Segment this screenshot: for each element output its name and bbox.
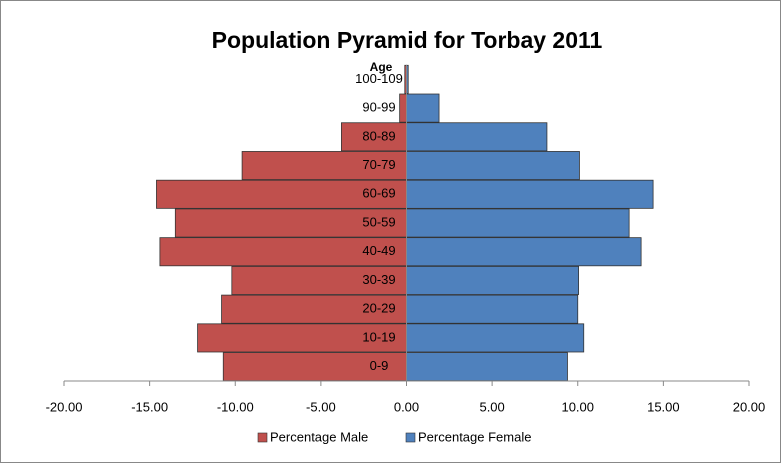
x-tick-label: 15.00: [647, 399, 680, 414]
category-label: 10-19: [362, 329, 395, 344]
x-tick-label: 0.00: [394, 399, 419, 414]
legend-swatch: [405, 432, 416, 443]
legend-label: Percentage Female: [418, 429, 531, 444]
x-tick-label: -5.00: [306, 399, 336, 414]
bar: [174, 208, 407, 238]
bar: [406, 237, 642, 267]
bar: [406, 323, 585, 353]
x-tick-label: -10.00: [217, 399, 254, 414]
bar: [406, 294, 579, 324]
category-label: 100-109: [355, 71, 403, 86]
category-label: 40-49: [362, 243, 395, 258]
bar: [406, 93, 440, 123]
category-label: 80-89: [362, 128, 395, 143]
legend-label: Percentage Male: [270, 429, 368, 444]
x-tick-label: -20.00: [46, 399, 83, 414]
bar: [406, 265, 580, 295]
chart-title: Population Pyramid for Torbay 2011: [212, 27, 603, 53]
category-label: 90-99: [362, 100, 395, 115]
bar: [241, 151, 407, 181]
category-label: 30-39: [362, 272, 395, 287]
bar: [406, 208, 630, 238]
x-tick-label: 10.00: [561, 399, 594, 414]
x-tick-label: 5.00: [479, 399, 504, 414]
bar: [406, 352, 568, 382]
category-label: 70-79: [362, 157, 395, 172]
legend-swatch: [257, 432, 268, 443]
x-tick-label: -15.00: [131, 399, 168, 414]
category-label: 60-69: [362, 186, 395, 201]
bar: [231, 265, 407, 295]
x-tick-label: 20.00: [733, 399, 766, 414]
bar: [399, 93, 407, 123]
bar: [406, 151, 580, 181]
category-axis-label: Age: [370, 60, 393, 74]
category-label: 20-29: [362, 301, 395, 316]
bar: [156, 179, 407, 209]
bar: [406, 122, 548, 152]
bar: [159, 237, 407, 267]
category-label: 0-9: [370, 358, 389, 373]
bar: [406, 179, 654, 209]
bar: [341, 122, 407, 152]
category-label: 50-59: [362, 214, 395, 229]
